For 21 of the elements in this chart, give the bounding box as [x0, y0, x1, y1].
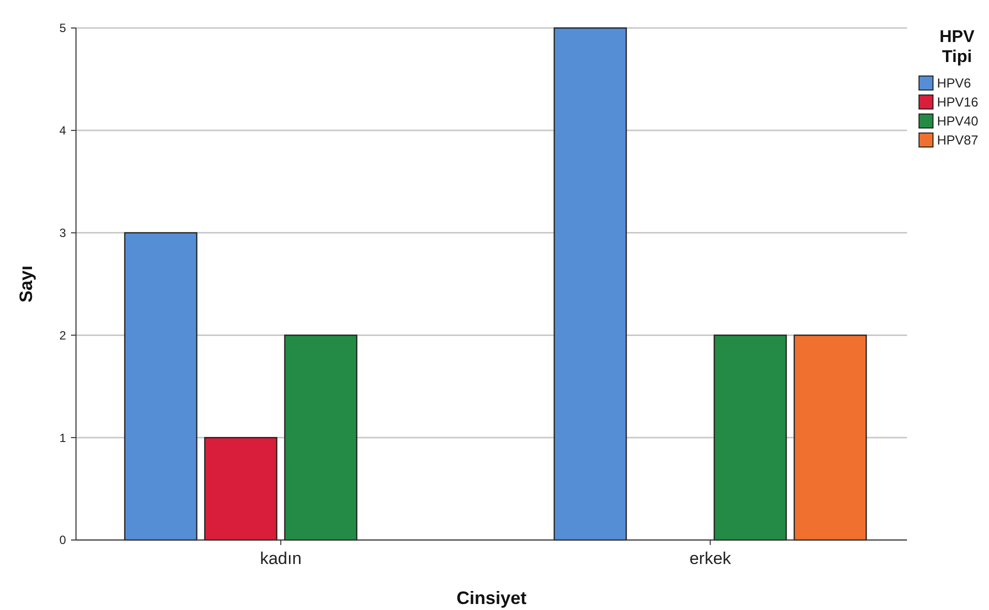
bar: [204, 437, 278, 541]
legend-label: HPV16: [937, 94, 978, 110]
bar: [794, 334, 867, 541]
y-tick-label: 2: [59, 328, 66, 342]
x-axis-title: Cinsiyet: [456, 588, 527, 608]
y-tick-label: 0: [59, 533, 66, 548]
x-tick-label: erkek: [689, 549, 732, 568]
y-axis-title: Sayı: [16, 265, 36, 303]
y-tick-label: 1: [59, 430, 66, 445]
bar: [714, 334, 787, 541]
bar: [124, 232, 198, 541]
y-tick-label: 3: [59, 226, 66, 240]
legend-title: HPV Tipi: [940, 27, 976, 66]
y-tick-label: 4: [59, 124, 66, 138]
legend-label: HPV40: [937, 114, 978, 129]
legend-label: HPV87: [937, 132, 978, 148]
bar: [554, 27, 627, 541]
bar: [284, 334, 358, 541]
x-tick-label: kadın: [260, 549, 302, 568]
y-tick-label: 5: [59, 21, 66, 36]
legend-label: HPV6: [937, 76, 971, 91]
